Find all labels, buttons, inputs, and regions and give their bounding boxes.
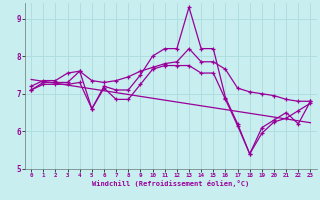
- X-axis label: Windchill (Refroidissement éolien,°C): Windchill (Refroidissement éolien,°C): [92, 180, 249, 187]
